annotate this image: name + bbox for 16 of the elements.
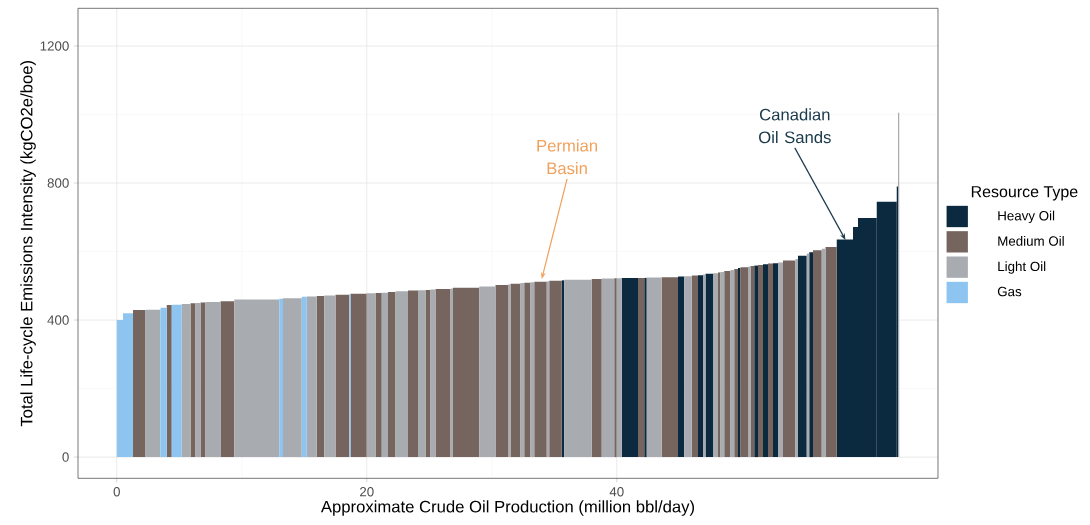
legend-label: Medium Oil — [998, 236, 1064, 246]
x-axis-title: Approximate Crude Oil Production (million bbl/day) — [320, 500, 695, 516]
x-tick-label: 0 — [113, 487, 120, 497]
y-tick-label: 0 — [62, 452, 69, 462]
legend-label: Heavy Oil — [998, 210, 1055, 224]
legend-label: Light Oil — [998, 261, 1046, 274]
y-tick-label: 1200 — [40, 41, 69, 51]
annotation: Permian Basin — [537, 139, 598, 175]
legend-label: Gas — [997, 286, 1022, 297]
legend-title: Resource Type — [971, 186, 1078, 201]
annotation: Canadian Oil Sands — [759, 108, 831, 144]
x-tick-label: 20 — [360, 487, 374, 497]
y-axis-title: Total Life-cycle Emissions Intensity (kgCO2e/boe) — [20, 61, 36, 427]
x-tick-label: 40 — [609, 487, 624, 497]
y-tick-label: 400 — [47, 315, 69, 325]
y-tick-label: 800 — [47, 178, 69, 188]
